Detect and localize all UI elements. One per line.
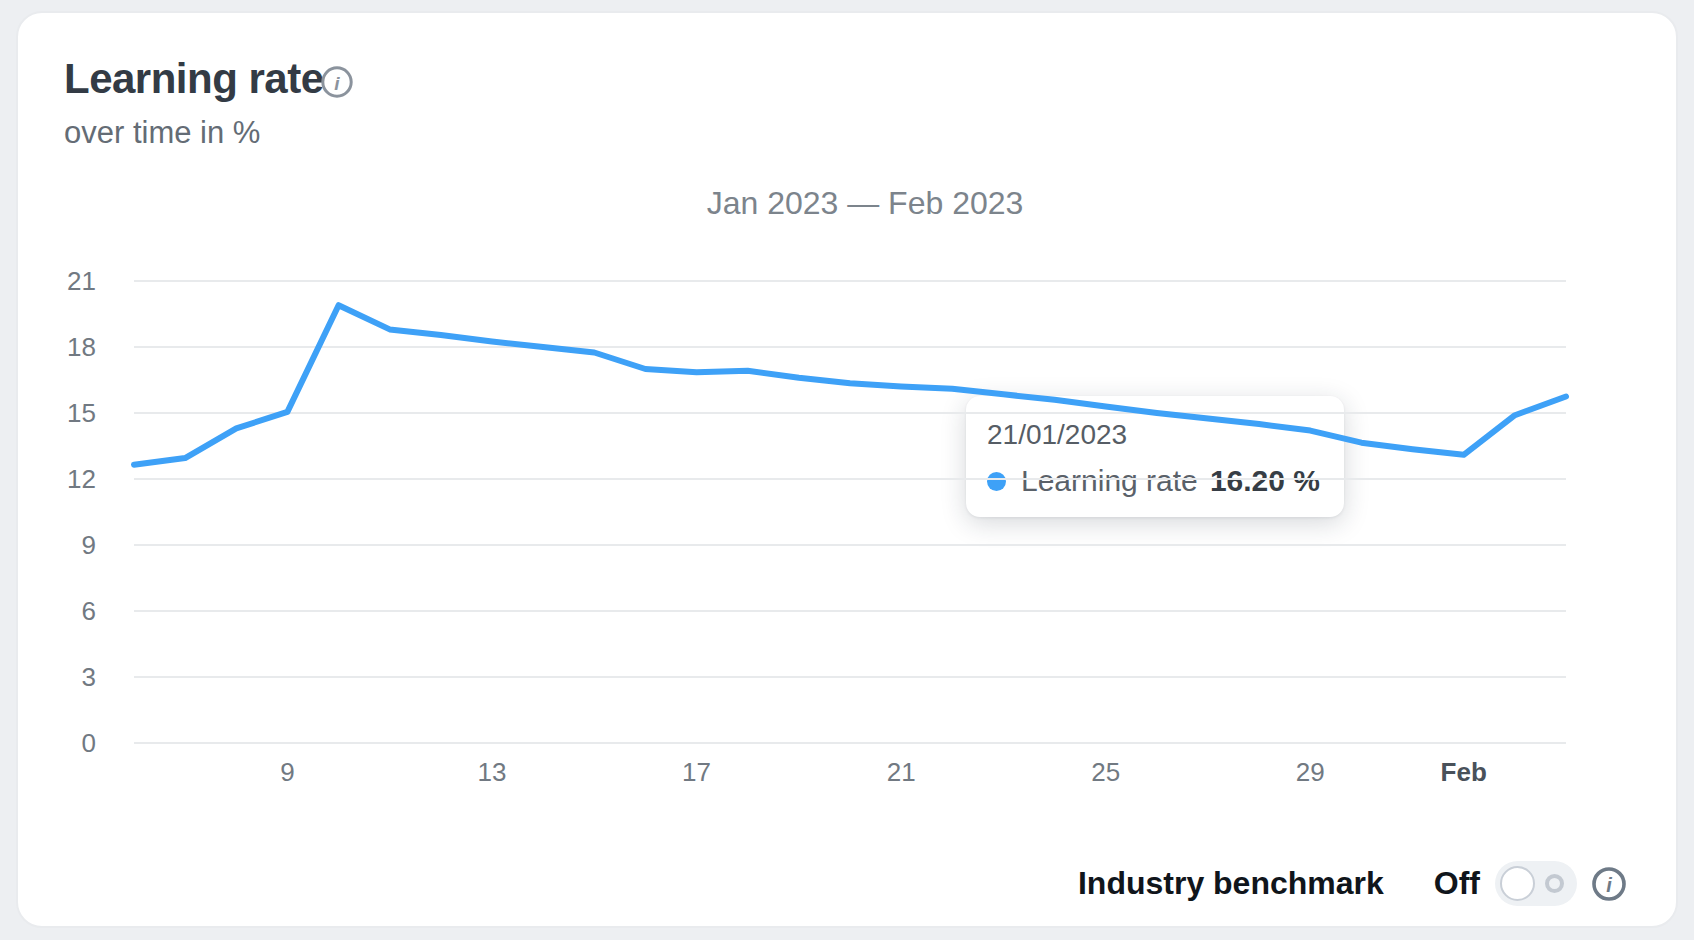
x-axis-tick-label: 25 — [1091, 757, 1120, 787]
learning-rate-line — [134, 305, 1566, 465]
line-chart: 21 18 15 12 9 6 3 0 9 13 17 21 25 29 Feb — [0, 0, 1694, 940]
x-axis-tick-label: 13 — [478, 757, 507, 787]
y-axis-tick-label: 9 — [82, 530, 96, 560]
y-axis-tick-label: 15 — [67, 398, 96, 428]
y-axis-tick-label: 3 — [82, 662, 96, 692]
x-axis-tick-label: 17 — [682, 757, 711, 787]
x-axis-tick-label: 21 — [887, 757, 916, 787]
x-axis-tick-label: 29 — [1296, 757, 1325, 787]
y-axis-tick-label: 0 — [82, 728, 96, 758]
x-axis-tick-label: 9 — [280, 757, 294, 787]
y-axis-tick-label: 12 — [67, 464, 96, 494]
x-axis-tick-label: Feb — [1441, 757, 1487, 787]
screenshot-root: { "card": { "title": "Learning rate", "s… — [0, 0, 1694, 940]
y-axis-tick-label: 21 — [67, 266, 96, 296]
y-axis-tick-label: 18 — [67, 332, 96, 362]
y-axis-tick-label: 6 — [82, 596, 96, 626]
